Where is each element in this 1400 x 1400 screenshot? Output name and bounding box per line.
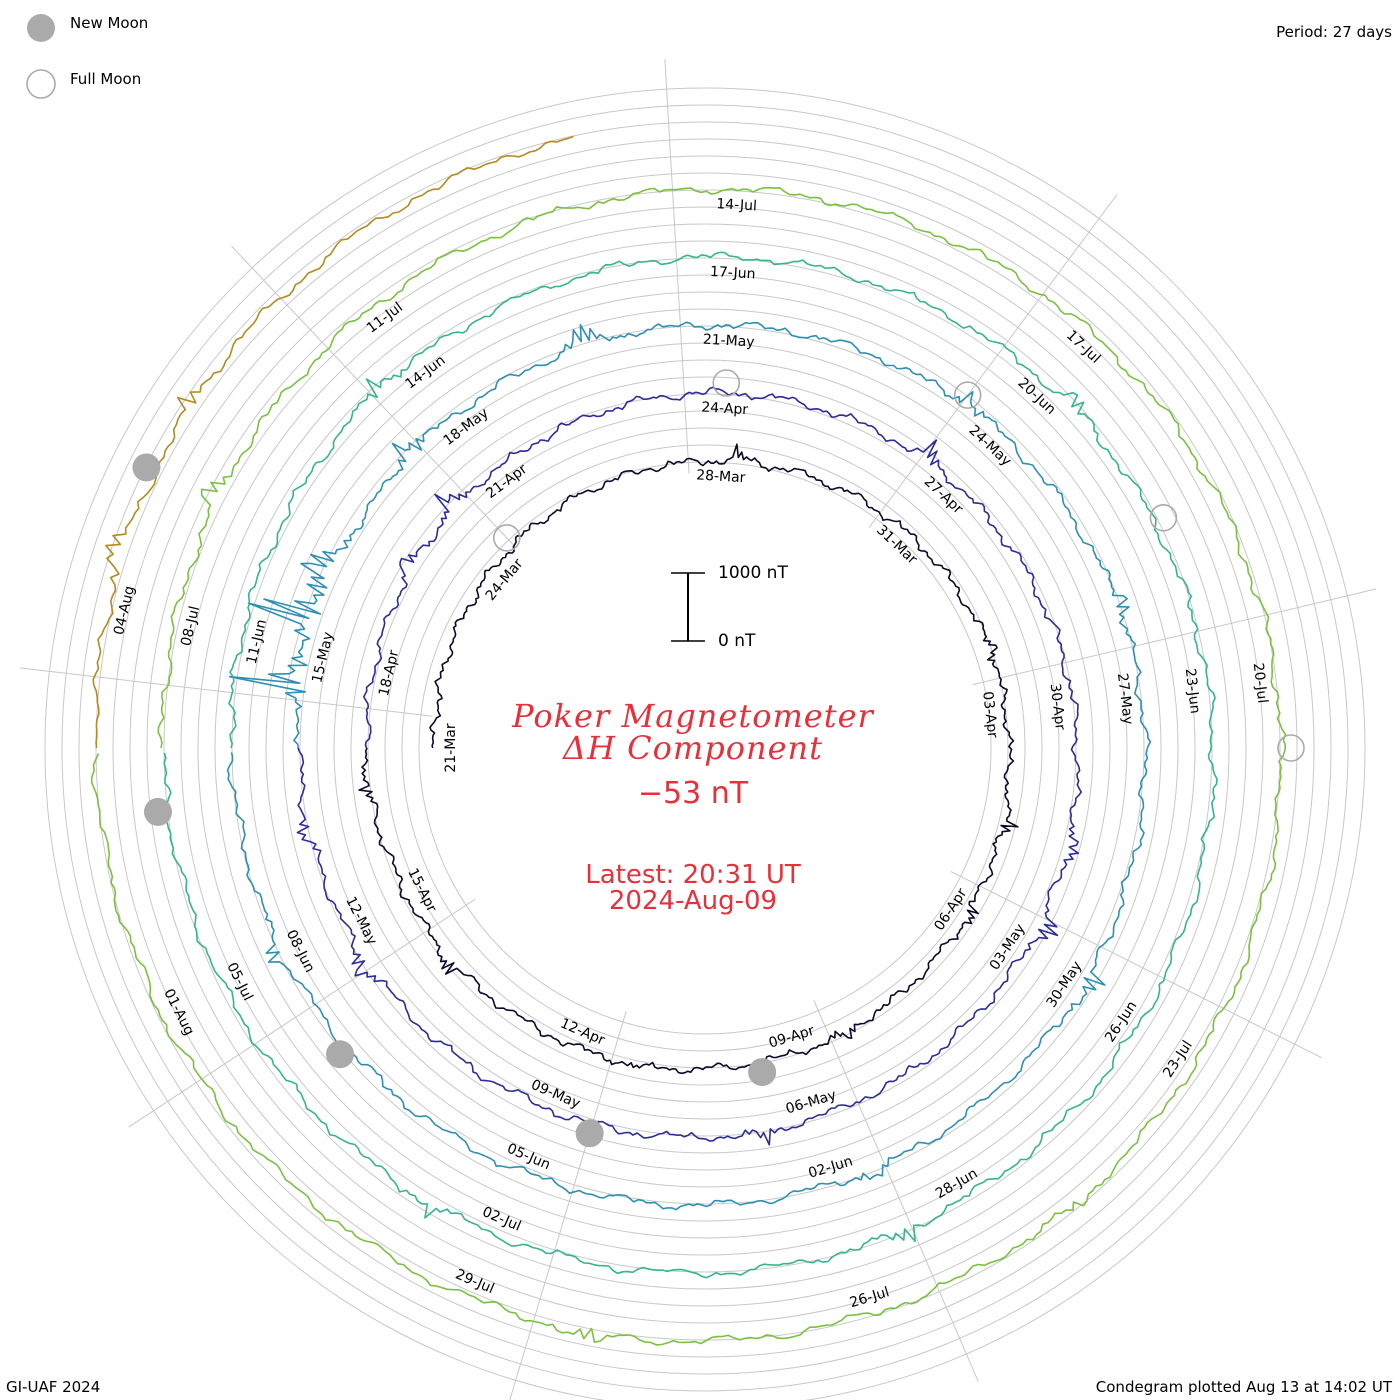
legend (26, 14, 56, 99)
date-tick-label: 17-Jun (710, 264, 756, 283)
grid-ring (180, 223, 1230, 1273)
period-label: Period: 27 days (1276, 23, 1392, 41)
full-moon-marker (1277, 734, 1305, 762)
grid-spoke (231, 245, 517, 549)
new-moon-marker (748, 1058, 777, 1087)
new-moon-marker (326, 1040, 355, 1069)
grid-ring (367, 410, 1043, 1086)
latest-date: 2024-Aug-09 (608, 886, 778, 916)
full-moon-legend-label: Full Moon (70, 70, 142, 88)
grid-spoke (509, 1011, 627, 1400)
grid-ring (146, 189, 1264, 1307)
grid-spoke (972, 588, 1377, 686)
series-line-1 (358, 443, 1019, 1075)
grid-ring (418, 461, 992, 1035)
grid-rings (44, 87, 1366, 1400)
grid-ring (333, 376, 1077, 1120)
scale-bar-bottom-label: 0 nT (718, 631, 756, 651)
date-tick-label: 30-May (1044, 958, 1086, 1010)
grid-spoke (868, 194, 1118, 528)
date-tick-label: 26-Jul (848, 1284, 891, 1311)
grid-spoke (950, 870, 1322, 1059)
date-tick-label: 09-Apr (767, 1023, 817, 1052)
full-moon-marker (1149, 503, 1178, 532)
date-tick-label: 02-Jun (806, 1153, 854, 1181)
grid-ring (231, 274, 1179, 1222)
date-tick-label: 29-Jul (453, 1267, 497, 1298)
date-spokes (19, 59, 1377, 1400)
series-line-3 (226, 321, 1152, 1211)
date-tick-label: 27-May (1114, 672, 1136, 725)
new-moon-marker (143, 797, 172, 826)
new-moon-legend-icon (27, 14, 55, 42)
new-moon-marker (132, 453, 161, 482)
data-series (90, 135, 1287, 1346)
grid-spoke (19, 667, 432, 717)
date-tick-label: 20-Jul (1250, 662, 1271, 704)
chart-title-line2: ΔH Component (562, 729, 824, 767)
grid-ring (316, 359, 1094, 1137)
latest-time: Latest: 20:31 UT (585, 860, 801, 890)
new-moon-marker (575, 1119, 604, 1148)
new-moon-legend-label: New Moon (70, 14, 149, 32)
series-line-6 (92, 135, 574, 749)
date-tick-label: 28-Jun (933, 1166, 980, 1203)
chart-title-line1: Poker Magnetometer (512, 697, 874, 735)
grid-ring (197, 240, 1213, 1256)
full-moon-marker (712, 369, 741, 397)
date-tick-label: 03-Apr (979, 691, 1000, 740)
date-tick-label: 03-May (987, 921, 1029, 973)
series-line-4 (163, 251, 1218, 1279)
current-value: −53 nT (637, 776, 749, 811)
grid-spoke (813, 1000, 979, 1382)
full-moon-marker (953, 381, 982, 409)
date-tick-label: 24-Mar (483, 556, 527, 604)
date-tick-label: 21-May (702, 332, 755, 351)
grid-ring (214, 257, 1196, 1239)
scale-bar (671, 572, 705, 642)
date-tick-label: 14-Jun (402, 352, 448, 392)
date-tick-label: 21-Mar (443, 723, 459, 773)
grid-ring (248, 291, 1162, 1205)
full-moon-legend-icon (26, 69, 56, 99)
date-tick-label: 06-May (784, 1087, 838, 1117)
grid-ring (61, 104, 1349, 1392)
grid-ring (163, 206, 1247, 1290)
moon-markers (132, 369, 1305, 1148)
grid-ring (44, 87, 1366, 1400)
grid-ring (282, 325, 1128, 1171)
grid-ring (112, 155, 1298, 1341)
grid-ring (78, 121, 1332, 1375)
date-tick-label: 14-Jul (716, 196, 757, 214)
date-tick-label: 24-Apr (701, 400, 749, 419)
date-tick-label: 09-May (529, 1077, 583, 1112)
date-tick-label: 28-Mar (696, 467, 746, 486)
grid-ring (129, 172, 1281, 1324)
grid-spoke (128, 898, 476, 1128)
series-line-5 (90, 187, 1287, 1346)
date-tick-label: 23-Jun (1182, 667, 1203, 714)
date-tick-label: 31-Mar (873, 522, 920, 568)
date-tick-label: 05-Jul (223, 960, 256, 1003)
grid-spoke (664, 59, 690, 474)
date-tick-label: 15-May (309, 630, 336, 684)
grid-ring (299, 342, 1111, 1154)
date-tick-label: 11-Jul (364, 299, 406, 336)
footer-credit: GI-UAF 2024 (6, 1378, 101, 1396)
full-moon-marker (493, 524, 521, 552)
grid-ring (265, 308, 1145, 1188)
footer-plot-time: Condegram plotted Aug 13 at 14:02 UT (1095, 1378, 1392, 1396)
scale-bar-top-label: 1000 nT (718, 563, 788, 583)
grid-ring (401, 444, 1009, 1052)
date-tick-label: 30-Apr (1047, 683, 1068, 732)
series-line-2 (296, 386, 1082, 1146)
